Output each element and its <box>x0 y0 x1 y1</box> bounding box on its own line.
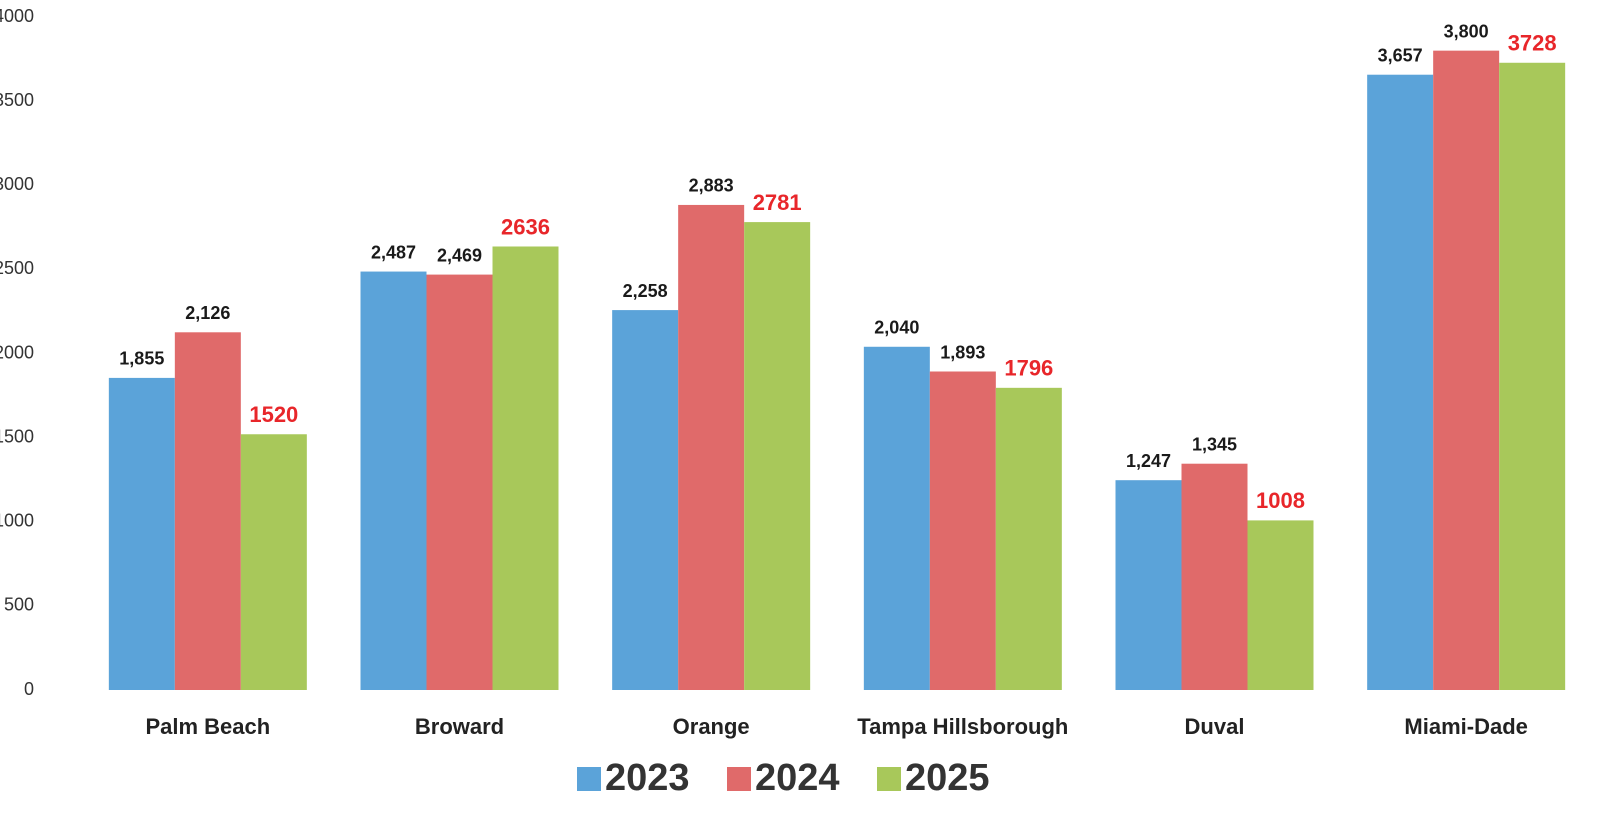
data-label: 2781 <box>753 190 802 215</box>
y-tick-label: 1500 <box>0 426 34 446</box>
data-label: 1,247 <box>1126 451 1171 471</box>
x-tick-label: Duval <box>1185 714 1245 739</box>
data-label: 1520 <box>249 402 298 427</box>
y-tick-label: 4000 <box>0 6 34 26</box>
data-label: 3,657 <box>1378 45 1423 65</box>
y-tick-label: 0 <box>24 679 34 699</box>
legend-label: 2024 <box>755 757 840 799</box>
data-label: 1,893 <box>940 342 985 362</box>
legend-label: 2025 <box>905 757 990 799</box>
data-label: 2,258 <box>623 281 668 301</box>
data-label: 2,883 <box>689 176 734 196</box>
bar <box>612 310 679 690</box>
bar <box>863 346 930 690</box>
y-tick-label: 2500 <box>0 258 34 278</box>
data-label: 1008 <box>1256 488 1305 513</box>
data-label: 2,040 <box>874 318 919 338</box>
legend-swatch <box>727 767 751 791</box>
y-tick-label: 3500 <box>0 90 34 110</box>
legend-swatch <box>877 767 901 791</box>
data-label: 1,855 <box>119 349 164 369</box>
bar <box>1499 62 1566 691</box>
x-tick-label: Palm Beach <box>145 714 270 739</box>
data-label: 2,487 <box>371 242 416 262</box>
bar <box>240 434 307 690</box>
y-tick-label: 3000 <box>0 174 34 194</box>
bar <box>174 332 241 690</box>
bar <box>1115 480 1182 690</box>
data-label: 1,345 <box>1192 434 1237 454</box>
x-tick-label: Tampa Hillsborough <box>857 714 1068 739</box>
bar <box>1433 50 1500 690</box>
bar <box>492 246 559 691</box>
data-label: 2636 <box>501 214 550 239</box>
x-tick-label: Miami-Dade <box>1404 714 1527 739</box>
data-label: 3728 <box>1508 31 1557 56</box>
legend-label: 2023 <box>605 757 690 799</box>
y-tick-label: 500 <box>4 595 34 615</box>
bar <box>1247 520 1314 690</box>
bar <box>1367 74 1434 691</box>
bar <box>929 371 996 690</box>
legend-swatch <box>577 767 601 791</box>
data-label: 2,469 <box>437 245 482 265</box>
bar <box>678 204 745 691</box>
bar <box>360 271 427 690</box>
data-label: 1796 <box>1004 356 1053 381</box>
bar <box>108 377 175 690</box>
x-tick-label: Broward <box>415 714 504 739</box>
bar <box>1181 463 1248 690</box>
y-tick-label: 2000 <box>0 342 34 362</box>
y-tick-label: 1000 <box>0 511 34 531</box>
bar <box>995 387 1062 690</box>
bar <box>426 274 493 690</box>
bar <box>744 222 811 691</box>
x-tick-label: Orange <box>673 714 750 739</box>
data-label: 3,800 <box>1444 21 1489 41</box>
data-label: 2,126 <box>185 303 230 323</box>
